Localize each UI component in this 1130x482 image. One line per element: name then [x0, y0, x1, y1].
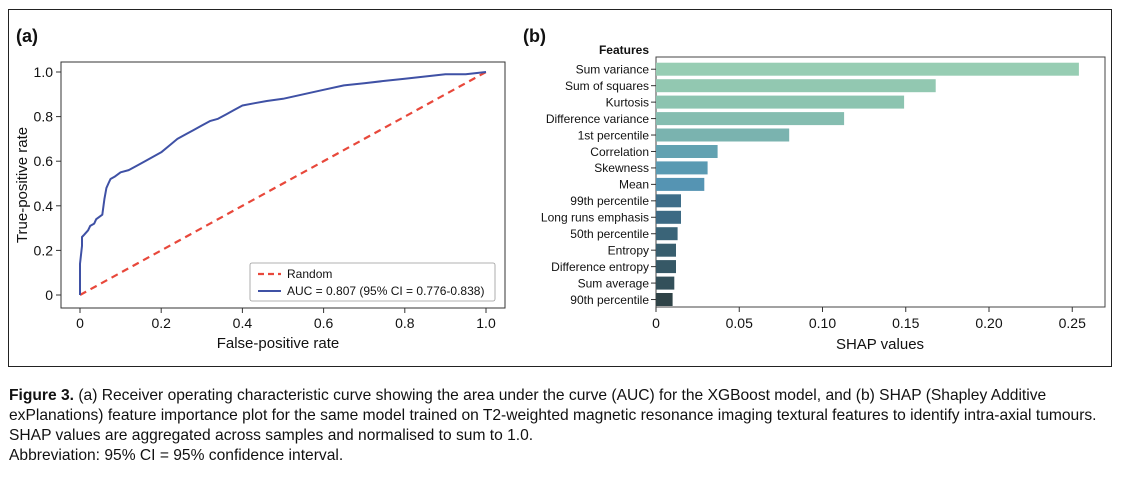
shap-bar [656, 210, 681, 224]
roc-x-tick-label: 0.8 [395, 315, 415, 331]
roc-legend: Random AUC = 0.807 (95% CI = 0.776-0.838… [249, 262, 496, 302]
shap-bars-group [656, 62, 1079, 306]
shap-bar [656, 227, 678, 241]
roc-y-tick-label: 1.0 [34, 64, 54, 80]
shap-x-tick-label: 0.05 [726, 315, 753, 331]
roc-x-axis-label: False-positive rate [217, 335, 340, 352]
shap-category-label: Mean [619, 178, 649, 192]
caption-figure-label: Figure 3. [9, 387, 74, 404]
roc-y-tick-label: 0.4 [34, 198, 54, 214]
legend-auc-label: AUC = 0.807 (95% CI = 0.776-0.838) [287, 284, 484, 298]
shap-bar [656, 128, 790, 142]
shap-category-label: Long runs emphasis [541, 211, 649, 225]
roc-y-tick-label: 0.6 [34, 153, 54, 169]
shap-bar [656, 79, 936, 93]
shap-x-axis-label: SHAP values [836, 336, 924, 353]
shap-chart: Features Sum variance Sum of squares Kurto… [541, 43, 1106, 353]
roc-y-axis-label: True-positive rate [14, 127, 31, 243]
shap-category-labels: Sum variance Sum of squares Kurtosis Differ… [541, 63, 656, 307]
shap-category-label: Difference variance [546, 112, 649, 126]
shap-category-label: 50th percentile [570, 227, 649, 241]
shap-bar [656, 243, 676, 257]
legend-random-label: Random [287, 267, 332, 281]
shap-bar [656, 95, 905, 109]
shap-bar [656, 62, 1079, 76]
roc-random-line [79, 71, 487, 296]
roc-legend-box [249, 262, 496, 302]
shap-bar [656, 293, 673, 306]
shap-x-tick-label: 0.10 [809, 315, 836, 331]
shap-x-tick-label: 0.15 [892, 315, 919, 331]
shap-bar [656, 194, 681, 208]
shap-bar [656, 276, 675, 290]
roc-x-tick-label: 0.6 [314, 315, 334, 331]
roc-chart: 0 0.2 0.4 0.6 0.8 1.0 0 0.2 0.4 0.6 0.8 1.0 False-… [14, 61, 506, 352]
shap-plot-area [655, 56, 1106, 308]
roc-y-tick-label: 0.2 [34, 242, 54, 258]
shap-features-header: Features [599, 43, 649, 57]
shap-x-ticks: 0 0.05 0.10 0.15 0.20 0.25 [652, 307, 1086, 331]
shap-bar [656, 260, 676, 274]
roc-x-tick-label: 0.4 [233, 315, 253, 331]
roc-y-tick-label: 0.8 [34, 109, 54, 125]
roc-x-ticks: 0 0.2 0.4 0.6 0.8 1.0 [76, 308, 496, 331]
roc-series-group [79, 71, 487, 296]
roc-x-tick-label: 0.2 [151, 315, 171, 331]
shap-category-label: Sum of squares [565, 79, 649, 93]
roc-curve-line [79, 71, 487, 295]
roc-y-ticks: 0 0.2 0.4 0.6 0.8 1.0 [34, 64, 61, 303]
figure-caption: Figure 3. (a) Receiver operating charact… [9, 386, 1121, 466]
shap-category-label: Difference entropy [551, 260, 649, 274]
shap-category-label: Kurtosis [606, 95, 649, 109]
shap-x-tick-label: 0.20 [975, 315, 1002, 331]
shap-category-label: Correlation [590, 145, 649, 159]
roc-y-tick-label: 0 [45, 287, 53, 303]
shap-category-label: 99th percentile [570, 194, 649, 208]
shap-category-label: Sum variance [576, 63, 650, 77]
shap-x-tick-label: 0.25 [1059, 315, 1086, 331]
shap-category-label: 90th percentile [570, 293, 649, 307]
shap-bar [656, 145, 718, 158]
shap-category-label: Skewness [594, 161, 649, 175]
shap-bar [656, 177, 705, 191]
caption-abbreviation: Abbreviation: 95% CI = 95% confidence in… [9, 447, 344, 464]
figure-frame [8, 9, 1112, 367]
shap-bar [656, 112, 845, 126]
roc-x-tick-label: 0 [76, 315, 84, 331]
caption-text: (a) Receiver operating characteristic cu… [9, 387, 1097, 444]
roc-x-tick-label: 1.0 [476, 315, 496, 331]
shap-x-tick-label: 0 [652, 315, 660, 331]
panel-b-label: (b) [523, 26, 546, 46]
shap-category-label: Entropy [608, 244, 649, 258]
shap-category-label: 1st percentile [578, 128, 650, 142]
roc-plot-area [60, 61, 506, 309]
shap-category-label: Sum average [578, 276, 650, 290]
shap-bar [656, 161, 708, 175]
panel-a-label: (a) [16, 26, 38, 46]
figure-graphic: (a) (b) 0 0.2 0.4 0.6 0.8 1.0 0 0.2 0.4 0.6 0.8 1.… [14, 26, 1106, 353]
